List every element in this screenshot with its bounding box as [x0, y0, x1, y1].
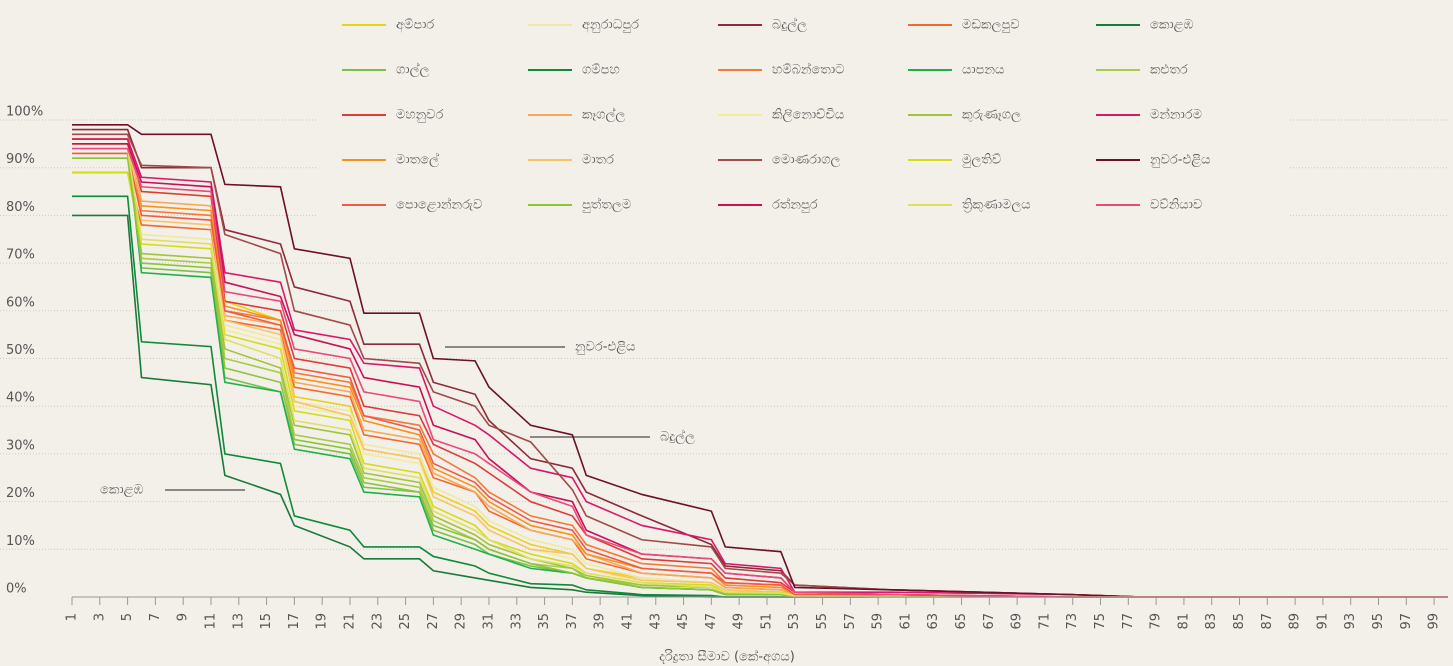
legend-label: නුවර-එළිය	[1150, 153, 1211, 168]
legend-label: මාතලේ	[396, 151, 439, 167]
x-tick-label: 91	[1315, 613, 1330, 630]
x-tick-label: 25	[398, 613, 413, 630]
legend-label: රත්නපුර	[772, 196, 818, 212]
legend-label: මුලතිව්	[962, 153, 1001, 168]
legend-label: ගාල්ල	[396, 61, 429, 77]
x-tick-label: 63	[926, 613, 941, 630]
x-tick-label: 31	[481, 613, 496, 630]
x-tick-label: 83	[1204, 613, 1219, 630]
x-tick-label: 37	[565, 613, 580, 630]
legend-bg	[318, 0, 1288, 225]
legend-label: කිලිනොච්චිය	[772, 108, 844, 123]
x-tick-label: 71	[1037, 613, 1052, 630]
series-line	[72, 123, 1448, 598]
x-tick-label: 77	[1121, 613, 1136, 630]
x-tick-label: 51	[759, 613, 774, 630]
y-tick-label: 0%	[6, 582, 27, 597]
x-tick-label: 93	[1343, 613, 1358, 630]
x-tick-label: 45	[676, 613, 691, 630]
x-tick-label: 5	[120, 613, 135, 621]
x-tick-label: 19	[315, 613, 330, 630]
x-tick-label: 13	[231, 613, 246, 630]
x-tick-label: 67	[982, 613, 997, 630]
legend-label: යාපනය	[962, 63, 1004, 78]
y-tick-label: 30%	[6, 438, 35, 453]
series-line	[72, 133, 1448, 598]
legend-label: ගම්පහ	[582, 63, 620, 78]
x-tick-label: 35	[537, 613, 552, 630]
x-tick-label: 73	[1065, 613, 1080, 630]
x-tick-label: 29	[454, 613, 469, 630]
x-tick-label: 61	[898, 613, 913, 630]
legend-label: අම්පාර	[396, 18, 434, 33]
x-tick-label: 1	[65, 613, 80, 621]
legend-label: මොණරාගල	[772, 153, 841, 168]
legend-label: මන්නාරම	[1150, 106, 1202, 122]
y-tick-label: 70%	[6, 248, 35, 263]
x-tick-label: 17	[287, 613, 302, 630]
y-tick-label: 10%	[6, 534, 35, 549]
legend-label: කළුතර	[1150, 63, 1188, 78]
x-tick-label: 49	[732, 613, 747, 630]
legend-label: පුත්තලම	[582, 196, 631, 212]
x-tick-label: 47	[704, 613, 719, 630]
x-tick-label: 43	[648, 613, 663, 630]
x-tick-label: 39	[593, 613, 608, 630]
y-tick-label: 100%	[6, 105, 43, 120]
x-tick-label: 57	[843, 613, 858, 630]
y-tick-label: 20%	[6, 486, 35, 501]
legend-label: වව්නියාව	[1150, 198, 1202, 213]
legend-label: මහනුවර	[396, 108, 443, 123]
x-tick-label: 55	[815, 613, 830, 630]
x-tick-label: 15	[259, 613, 274, 630]
legend-label: අනුරාධපුර	[582, 18, 639, 33]
x-tick-label: 3	[92, 613, 107, 621]
x-tick-label: 75	[1093, 613, 1108, 630]
legend-label: කෑගල්ල	[582, 106, 625, 122]
y-tick-label: 50%	[6, 343, 35, 358]
annotation: කොළඹ	[100, 483, 144, 498]
x-tick-label: 11	[203, 613, 218, 630]
x-tick-label: 27	[426, 613, 441, 630]
legend-label: මඩකලපුව	[962, 18, 1020, 33]
legend-label: හම්බන්තොට	[772, 61, 844, 77]
x-tick-label: 21	[342, 613, 357, 630]
x-axis-label: දරිද්‍රතා සීමාව (කේ-අගය)	[659, 648, 795, 664]
y-tick-label: 90%	[6, 152, 35, 167]
x-tick-label: 97	[1399, 613, 1414, 630]
legend-label: පොළොන්නරුව	[396, 196, 482, 212]
x-tick-label: 81	[1176, 613, 1191, 630]
series-line	[72, 152, 1448, 598]
x-tick-label: 85	[1232, 613, 1247, 630]
x-tick-label: 89	[1288, 613, 1303, 630]
x-tick-label: 87	[1260, 613, 1275, 630]
x-tick-label: 9	[176, 613, 191, 621]
series-line	[72, 147, 1448, 598]
legend-label: බදුල්ල	[772, 16, 807, 32]
y-tick-label: 80%	[6, 200, 35, 215]
x-tick-label: 65	[954, 613, 969, 630]
x-tick-label: 95	[1371, 613, 1386, 630]
x-tick-label: 53	[787, 613, 802, 630]
x-tick-label: 99	[1427, 613, 1442, 630]
x-tick-label: 59	[871, 613, 886, 630]
legend-label: කුරුණෑගල	[962, 108, 1021, 123]
x-tick-label: 7	[148, 613, 163, 621]
legend-label: කොළඹ	[1150, 18, 1194, 33]
x-tick-label: 41	[620, 613, 635, 630]
annotation: නුවර-එළිය	[575, 340, 636, 355]
legend-label: ත්‍රිකුණාමලය	[962, 198, 1031, 213]
y-tick-label: 40%	[6, 391, 35, 406]
x-tick-label: 69	[1010, 613, 1025, 630]
x-tick-label: 33	[509, 613, 524, 630]
annotation: බදුල්ල	[660, 428, 695, 444]
x-tick-label: 23	[370, 613, 385, 630]
x-tick-label: 79	[1149, 613, 1164, 630]
legend-label: මාතර	[582, 153, 614, 168]
y-tick-label: 60%	[6, 295, 35, 310]
series-line	[72, 147, 1448, 598]
